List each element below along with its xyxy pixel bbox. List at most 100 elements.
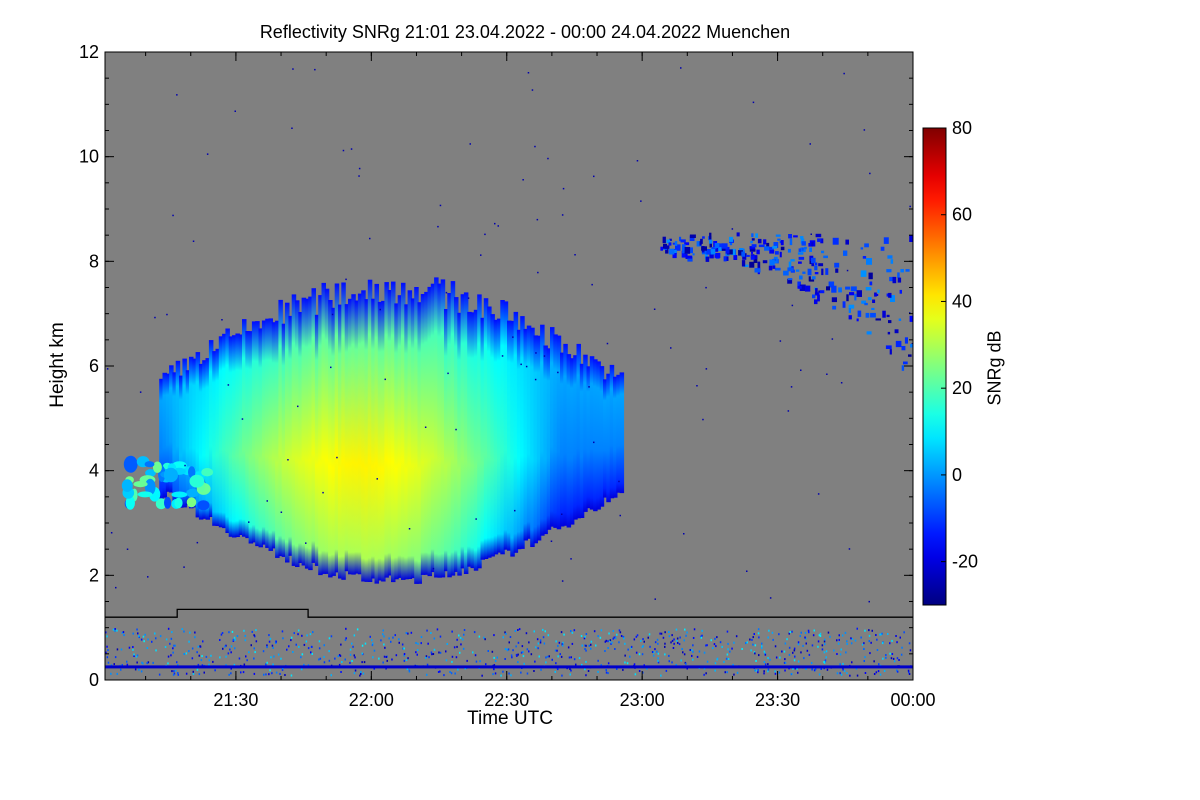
clutter-point <box>733 641 735 644</box>
upper-cloud-pixel <box>714 243 720 248</box>
upper-cloud-pixel <box>800 236 804 239</box>
clutter-point <box>323 661 326 664</box>
clutter-point <box>573 658 576 661</box>
cloud-column <box>384 282 389 578</box>
upper-cloud-pixel <box>769 259 775 266</box>
cloud-column <box>500 300 505 555</box>
clutter-point <box>224 645 226 648</box>
clutter-point <box>515 653 518 656</box>
clutter-point <box>664 653 666 656</box>
clutter-point <box>170 637 173 640</box>
clutter-point <box>817 645 819 648</box>
cloud-column <box>268 318 273 551</box>
clutter-point <box>203 671 205 674</box>
clutter-point <box>879 633 881 636</box>
clutter-point <box>624 661 626 664</box>
upper-cloud-pixel <box>775 234 781 237</box>
clutter-point <box>225 655 227 658</box>
clutter-point <box>754 644 757 647</box>
clutter-point <box>656 650 658 653</box>
cloud-column <box>487 306 492 558</box>
clutter-point <box>194 636 196 639</box>
clutter-point <box>208 663 210 666</box>
clutter-point <box>716 636 718 639</box>
noise-point <box>787 410 790 412</box>
upper-cloud-pixel <box>817 238 822 242</box>
cloud-column <box>483 298 489 559</box>
clutter-point <box>726 653 729 656</box>
clutter-point <box>786 638 788 641</box>
upper-cloud-pixel <box>856 318 859 322</box>
upper-cloud-pixel <box>766 242 770 250</box>
cloud-column <box>609 364 615 499</box>
clutter-point <box>797 641 800 644</box>
clutter-point <box>137 632 139 635</box>
upper-cloud-pixel <box>886 269 892 273</box>
clutter-point <box>608 632 610 635</box>
clutter-point <box>642 671 644 674</box>
upper-cloud-pixel <box>832 305 837 310</box>
clutter-point <box>664 631 666 634</box>
clutter-point <box>254 651 256 654</box>
clutter-point <box>492 673 494 676</box>
clutter-point <box>188 650 190 653</box>
upper-cloud-pixel <box>831 297 837 303</box>
noise-point <box>810 233 812 235</box>
upper-cloud-pixel <box>909 235 913 242</box>
clutter-point <box>546 655 549 658</box>
clutter-point <box>891 653 894 655</box>
upper-cloud-pixel <box>686 255 693 259</box>
clutter-point <box>642 638 644 641</box>
upper-cloud-pixel <box>780 240 784 246</box>
clutter-point <box>792 667 794 670</box>
y-tick-label: 8 <box>89 251 99 271</box>
upper-cloud-pixel <box>815 262 818 266</box>
clutter-point <box>360 671 362 673</box>
clutter-point <box>899 636 901 639</box>
clutter-point <box>310 651 312 654</box>
noise-point <box>384 378 386 381</box>
clutter-point <box>768 629 770 632</box>
cloud-column <box>271 322 277 549</box>
clutter-point <box>228 673 230 676</box>
clutter-point <box>372 656 374 659</box>
noise-point <box>106 368 109 370</box>
clutter-point <box>875 634 877 636</box>
cloud-column <box>391 281 396 583</box>
cloud-column <box>351 294 356 575</box>
clutter-point <box>800 651 802 654</box>
clutter-point <box>896 669 898 672</box>
upper-cloud-pixel <box>820 238 824 244</box>
clutter-point <box>372 642 374 645</box>
upper-cloud-pixel <box>871 307 875 310</box>
clutter-point <box>176 661 178 664</box>
noise-point <box>497 225 499 227</box>
clutter-point <box>898 659 900 661</box>
noise-point <box>234 110 236 112</box>
cloud-column <box>427 286 432 577</box>
clutter-point <box>245 655 247 658</box>
clutter-point <box>554 670 556 673</box>
clutter-point <box>660 632 663 635</box>
x-tick-label: 00:00 <box>890 690 935 710</box>
cloud-column <box>407 290 413 579</box>
upper-cloud-pixel <box>880 246 885 251</box>
cloud-column <box>364 299 369 582</box>
clutter-point <box>330 635 333 638</box>
clutter-point <box>120 648 123 651</box>
clutter-point <box>494 672 497 675</box>
noise-point <box>183 566 185 568</box>
clutter-point <box>266 644 268 647</box>
upper-cloud-pixel <box>772 245 777 249</box>
upper-cloud-pixel <box>725 253 730 256</box>
clutter-point <box>619 631 622 634</box>
clutter-point <box>491 650 494 653</box>
noise-point <box>531 89 534 91</box>
clutter-point <box>620 635 623 637</box>
clutter-point <box>431 653 433 656</box>
clutter-point <box>253 647 255 650</box>
clutter-point <box>300 656 302 659</box>
cloud-column <box>381 300 386 582</box>
upper-cloud-pixel <box>814 299 818 305</box>
clutter-point <box>364 642 367 645</box>
